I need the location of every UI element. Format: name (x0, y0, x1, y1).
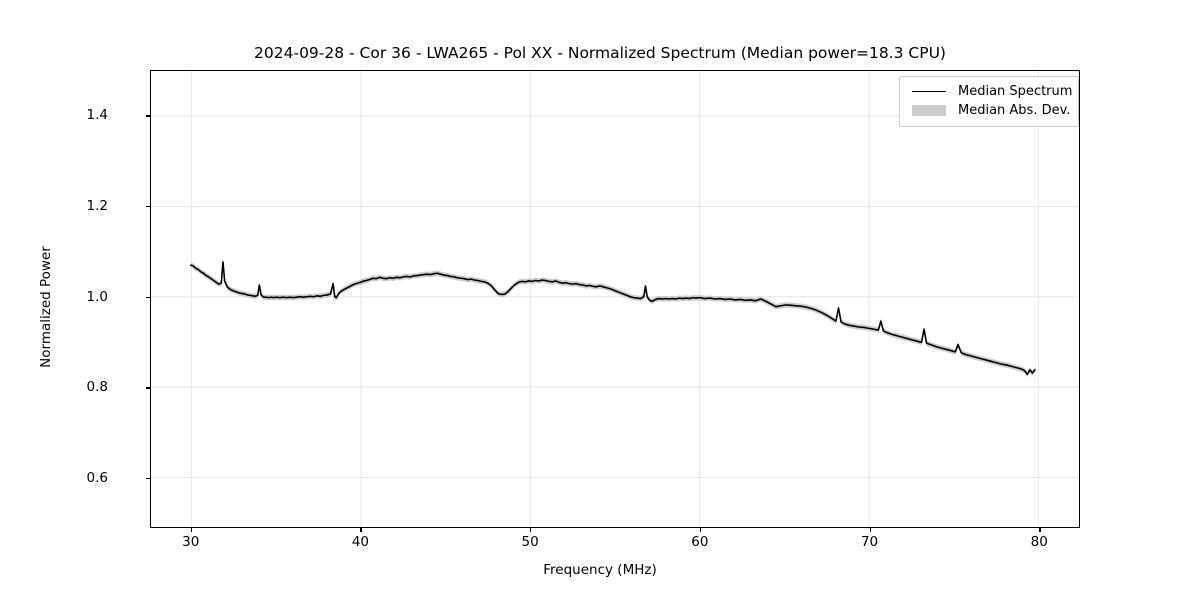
legend-patch-swatch-icon (908, 105, 950, 116)
y-tick-label: 1.4 (86, 107, 108, 124)
x-tick-label: 70 (860, 534, 879, 550)
x-tick-label: 60 (691, 534, 709, 550)
chart-legend: Median Spectrum Median Abs. Dev. (899, 76, 1079, 127)
y-tick-label: 0.6 (86, 470, 108, 487)
median-abs-dev-band (190, 259, 1035, 378)
x-tick-label: 50 (521, 534, 539, 550)
x-tick-label: 40 (351, 534, 370, 550)
legend-line-swatch-icon (908, 90, 950, 93)
y-tick-label: 1.0 (86, 288, 108, 305)
chart-title: 2024-09-28 - Cor 36 - LWA265 - Pol XX - … (254, 44, 946, 62)
x-axis-label: Frequency (MHz) (543, 562, 657, 578)
y-tick-label: 0.8 (86, 379, 108, 396)
x-tick-mark (360, 528, 362, 532)
x-tick-mark (699, 528, 702, 532)
y-tick-mark (146, 115, 150, 117)
x-tick-mark (869, 528, 871, 532)
y-tick-mark (146, 478, 150, 480)
y-tick-mark (146, 206, 150, 208)
legend-item-median-abs-dev: Median Abs. Dev. (908, 101, 1070, 120)
grid-lines (151, 71, 1079, 527)
y-axis-label: Normalized Power (38, 246, 54, 368)
plot-area (150, 70, 1080, 528)
y-tick-mark (146, 296, 150, 299)
legend-label-median-spectrum: Median Spectrum (958, 84, 1073, 99)
y-tick-mark (146, 387, 150, 389)
x-tick-label: 80 (1030, 534, 1048, 550)
x-tick-mark (1039, 528, 1041, 532)
x-tick-label: 30 (182, 534, 200, 550)
legend-label-median-abs-dev: Median Abs. Dev. (958, 103, 1071, 118)
median-spectrum-line (189, 259, 1036, 378)
x-tick-mark (190, 528, 193, 532)
x-tick-mark (530, 528, 532, 532)
y-tick-label: 1.2 (86, 198, 108, 215)
median-spectrum-path (189, 261, 1036, 376)
legend-item-median-spectrum: Median Spectrum (908, 82, 1073, 101)
